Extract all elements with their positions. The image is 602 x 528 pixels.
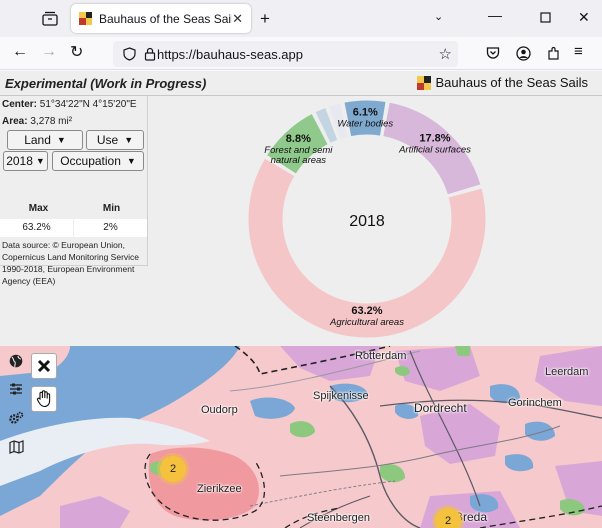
brand[interactable]: Bauhaus of the Seas Sails [416, 75, 589, 90]
tab-close-icon[interactable]: ✕ [232, 10, 243, 26]
slice-category-label: Agricultural areas [329, 317, 404, 328]
map-label-oudorp: Oudorp [201, 404, 238, 416]
min-value: 2% [74, 219, 147, 237]
maximize-icon[interactable] [540, 12, 551, 23]
menu-hamburger-icon[interactable]: ≡ [574, 43, 583, 60]
use-select[interactable]: Use ▼ [86, 130, 144, 150]
account-icon[interactable] [516, 46, 531, 61]
center-row: Center: 51°34'22"N 4°15'20"E [2, 99, 137, 110]
close-icon [37, 359, 51, 373]
map-cluster-marker[interactable]: 2 [435, 508, 461, 528]
reload-icon[interactable]: ↻ [70, 44, 84, 61]
bookmark-star-icon[interactable]: ☆ [438, 46, 452, 63]
sliders-icon[interactable] [7, 380, 25, 398]
donut-slice[interactable] [328, 102, 350, 141]
slice-value-label: 17.8% [419, 133, 450, 145]
pocket-icon[interactable] [486, 46, 500, 60]
center-label: Center: [2, 99, 38, 110]
map-label-dordrecht: Dordrecht [414, 401, 467, 415]
map-label-spijkenisse: Spijkenisse [313, 390, 369, 402]
map-icon[interactable] [7, 438, 25, 456]
year-select-value: 2018 [6, 154, 33, 168]
chevron-down-icon: ▼ [35, 156, 45, 166]
tab-overview-icon[interactable] [42, 11, 58, 26]
area-value: 3,278 mi² [30, 116, 73, 127]
donut-slice[interactable] [343, 99, 387, 138]
map-label-steenbergen: Steenbergen [307, 512, 370, 524]
pan-hand-button[interactable] [31, 386, 57, 412]
map-cluster-marker[interactable]: 2 [160, 456, 186, 482]
map-label-breda: Breda [455, 510, 488, 524]
chevron-down-icon: ▼ [124, 135, 134, 145]
back-arrow-icon[interactable]: ← [12, 43, 28, 60]
divider [0, 95, 602, 96]
stats-table: Max Min 63.2% 2% [0, 201, 147, 237]
app-title: Experimental (Work in Progress) [5, 76, 207, 91]
slice-category-label: Forest and semi [264, 145, 333, 156]
occupation-select[interactable]: Occupation ▼ [52, 151, 144, 171]
slice-labels: 17.8%Artificial surfaces 63.2%Agricultura… [264, 107, 471, 328]
chart-center-year: 2018 [349, 213, 385, 230]
map-label-gorinchem: Gorinchem [508, 397, 562, 409]
land-select-value: Land [24, 133, 51, 147]
use-select-value: Use [96, 133, 119, 147]
lock-icon[interactable] [144, 47, 156, 61]
area-label: Area: [2, 116, 28, 127]
land-select[interactable]: Land ▼ [7, 130, 83, 150]
map-tiles [0, 346, 602, 528]
center-value: 51°34'22"N 4°15'20"E [39, 99, 137, 110]
site-favicon-icon [79, 12, 92, 25]
land-use-donut-chart: 2018 17.8%Artificial surfaces 63.2%Agricu… [247, 99, 487, 339]
browser-tab[interactable]: Bauhaus of the Seas Sails ✕ [71, 4, 251, 33]
info-panel: Center: 51°34'22"N 4°15'20"E Area: 3,278… [0, 96, 148, 286]
chevron-down-icon: ▼ [126, 156, 136, 166]
slice-value-label: 6.1% [353, 107, 378, 119]
extensions-icon[interactable] [546, 46, 561, 61]
url-bar[interactable]: https://bauhaus-seas.app ☆ [113, 41, 458, 67]
browser-tab-bar: Bauhaus of the Seas Sails ✕ + ⌄ — ✕ [0, 0, 602, 37]
hand-icon [36, 390, 51, 408]
area-row: Area: 3,278 mi² [2, 116, 72, 127]
new-tab-icon[interactable]: + [260, 9, 270, 28]
donut-slice[interactable] [382, 101, 482, 196]
min-header: Min [102, 203, 121, 214]
browser-nav-bar: ← → ↻ https://bauhaus-seas.app ☆ ≡ [0, 37, 602, 70]
tab-list-chevron-icon[interactable]: ⌄ [434, 11, 444, 23]
slice-value-label: 8.8% [286, 133, 311, 145]
window-close-icon[interactable]: ✕ [578, 9, 590, 25]
max-header: Max [28, 203, 49, 214]
slice-category-label: Water bodies [337, 119, 393, 130]
data-source-note: Data source: © European Union, Copernicu… [2, 240, 140, 286]
url-text: https://bauhaus-seas.app [157, 46, 303, 62]
year-select[interactable]: 2018 ▼ [3, 151, 48, 171]
slice-category-label: Artificial surfaces [398, 145, 471, 156]
minimize-icon[interactable]: — [488, 7, 502, 23]
brand-logo-icon [416, 75, 431, 90]
donut-slices [247, 99, 487, 339]
occupation-select-value: Occupation [60, 154, 121, 168]
donut-slice[interactable] [265, 112, 329, 175]
map-label-zierikzee: Zierikzee [197, 483, 242, 495]
map-label-rotterdam: Rotterdam [355, 350, 407, 362]
slice-category-label: natural areas [271, 155, 327, 166]
gears-icon[interactable] [7, 409, 25, 427]
chevron-down-icon: ▼ [56, 135, 66, 145]
shield-icon[interactable] [123, 47, 136, 61]
forward-arrow-icon[interactable]: → [41, 43, 57, 60]
app-content: Experimental (Work in Progress) Bauhaus … [0, 71, 602, 528]
land-use-map[interactable]: Rotterdam Leerdam Spijkenisse Dordrecht … [0, 346, 602, 528]
slice-value-label: 63.2% [351, 305, 382, 317]
clear-selection-button[interactable] [31, 353, 57, 379]
brand-name: Bauhaus of the Seas Sails [435, 75, 589, 90]
donut-slice[interactable] [314, 106, 339, 145]
donut-slice[interactable] [247, 157, 487, 339]
globe-icon[interactable] [7, 352, 25, 370]
max-value: 63.2% [0, 219, 73, 237]
map-label-leerdam: Leerdam [545, 366, 589, 378]
tab-title: Bauhaus of the Seas Sails [99, 11, 233, 26]
